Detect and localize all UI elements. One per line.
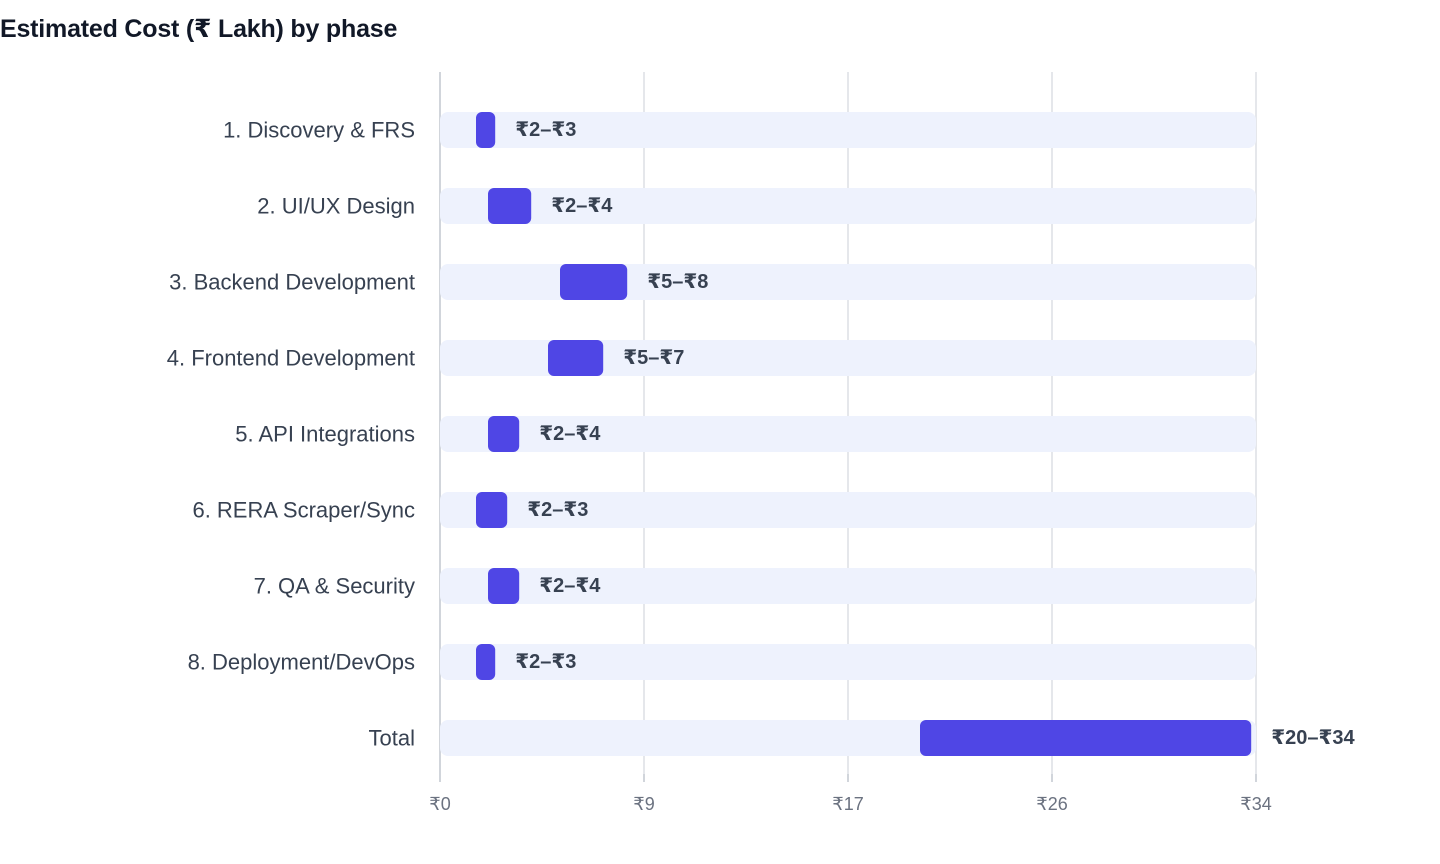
range-bar xyxy=(476,492,508,528)
category-label: 6. RERA Scraper/Sync xyxy=(192,498,415,523)
tick-label: ₹34 xyxy=(1240,794,1271,814)
value-label: ₹5–₹8 xyxy=(647,271,708,293)
bar-track xyxy=(440,112,1256,148)
value-label: ₹20–₹34 xyxy=(1271,727,1355,749)
range-bar xyxy=(488,568,520,604)
range-bar xyxy=(920,720,1252,756)
category-label: 1. Discovery & FRS xyxy=(223,118,415,143)
value-label: ₹2–₹4 xyxy=(551,195,613,217)
range-bar xyxy=(488,188,532,224)
value-label: ₹2–₹4 xyxy=(539,575,601,597)
range-bar xyxy=(476,112,496,148)
bar-track xyxy=(440,492,1256,528)
value-label: ₹2–₹3 xyxy=(515,651,576,673)
value-label: ₹2–₹3 xyxy=(527,499,588,521)
tick-label: ₹9 xyxy=(633,794,654,814)
bar-track xyxy=(440,644,1256,680)
bar-track xyxy=(440,188,1256,224)
category-label: 2. UI/UX Design xyxy=(257,194,415,219)
category-label: 4. Frontend Development xyxy=(167,346,415,371)
value-label: ₹5–₹7 xyxy=(623,347,684,369)
category-label: 3. Backend Development xyxy=(169,270,415,295)
tick-label: ₹17 xyxy=(832,794,863,814)
bar-track xyxy=(440,416,1256,452)
tick-label: ₹0 xyxy=(429,794,450,814)
range-bar xyxy=(488,416,520,452)
category-label: 8. Deployment/DevOps xyxy=(188,650,415,675)
tick-label: ₹26 xyxy=(1036,794,1067,814)
bar-track xyxy=(440,568,1256,604)
bar-track xyxy=(440,264,1256,300)
category-label: Total xyxy=(369,726,415,751)
value-label: ₹2–₹3 xyxy=(515,119,576,141)
range-bar xyxy=(548,340,604,376)
category-label: 5. API Integrations xyxy=(235,422,415,447)
chart-title: Estimated Cost (₹ Lakh) by phase xyxy=(0,15,398,43)
value-label: ₹2–₹4 xyxy=(539,423,601,445)
range-bar xyxy=(560,264,628,300)
bar-track xyxy=(440,340,1256,376)
category-label: 7. QA & Security xyxy=(254,574,415,599)
range-bar xyxy=(476,644,496,680)
